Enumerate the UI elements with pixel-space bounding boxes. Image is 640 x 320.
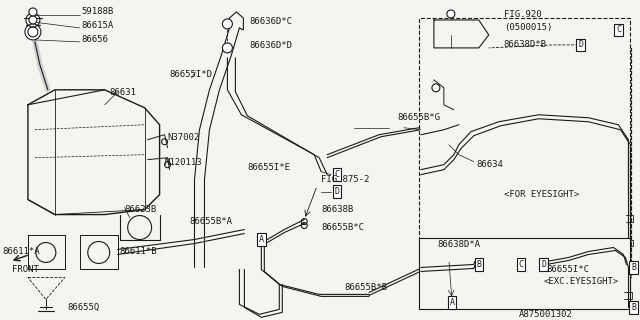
Circle shape (29, 8, 37, 16)
Text: 86611*A: 86611*A (2, 247, 40, 256)
Text: 86655B*C: 86655B*C (321, 223, 364, 232)
Text: 86631: 86631 (109, 88, 136, 97)
Text: 86634: 86634 (477, 160, 504, 169)
Text: A: A (449, 298, 454, 307)
Text: 86636D*D: 86636D*D (250, 41, 292, 51)
Text: 86655I*C: 86655I*C (547, 265, 589, 274)
Circle shape (29, 16, 37, 24)
Text: 86655B*G: 86655B*G (397, 113, 440, 122)
Text: A: A (259, 235, 264, 244)
Text: 86655Q: 86655Q (68, 303, 100, 312)
Text: 86623B: 86623B (125, 205, 157, 214)
Circle shape (223, 19, 232, 29)
Text: FIG.920: FIG.920 (504, 11, 541, 20)
Text: 86655I*E: 86655I*E (248, 163, 291, 172)
Text: D: D (541, 260, 546, 269)
Text: 86656: 86656 (82, 36, 109, 44)
Circle shape (447, 10, 455, 18)
Text: 59188B: 59188B (82, 7, 114, 16)
Text: 86638D*A: 86638D*A (437, 240, 480, 249)
Text: 86638D*B: 86638D*B (504, 40, 547, 49)
Circle shape (25, 24, 41, 40)
Text: 86636D*C: 86636D*C (250, 18, 292, 27)
Text: A875001302: A875001302 (518, 310, 572, 319)
Text: FIG.875-2: FIG.875-2 (321, 175, 369, 184)
Text: C: C (616, 25, 621, 35)
Text: <EXC.EYESIGHT>: <EXC.EYESIGHT> (543, 277, 619, 286)
Text: 86655B*A: 86655B*A (189, 217, 232, 226)
Bar (419, 18, 630, 261)
Circle shape (223, 43, 232, 53)
Bar (427, 48, 632, 277)
Text: FRONT: FRONT (12, 265, 39, 274)
Text: (0500015): (0500015) (504, 23, 552, 32)
Text: M120113: M120113 (164, 158, 202, 167)
Text: 86611*B: 86611*B (120, 247, 157, 256)
Bar (419, 237, 630, 309)
Text: 86615A: 86615A (82, 21, 114, 30)
Text: 86655I*D: 86655I*D (170, 70, 212, 79)
Text: 86638B: 86638B (321, 205, 353, 214)
Text: C: C (518, 260, 523, 269)
Text: N37002: N37002 (168, 133, 200, 142)
Text: D: D (335, 187, 340, 196)
Text: B: B (631, 303, 636, 312)
Text: <FOR EYESIGHT>: <FOR EYESIGHT> (504, 190, 579, 199)
Text: B: B (476, 260, 481, 269)
Bar (427, 48, 632, 277)
Text: B: B (631, 263, 636, 272)
Text: D: D (578, 40, 583, 49)
Text: 86655B*B: 86655B*B (344, 283, 387, 292)
Text: C: C (335, 170, 340, 179)
